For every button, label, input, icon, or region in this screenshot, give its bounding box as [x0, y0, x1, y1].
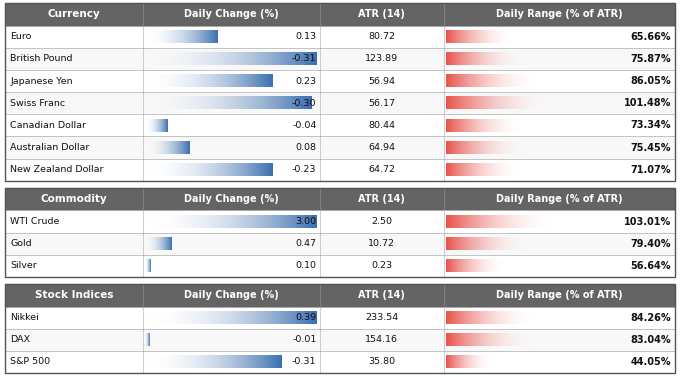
Text: 75.45%: 75.45% — [630, 143, 671, 153]
Text: WTI Crude: WTI Crude — [10, 217, 60, 226]
Bar — [5, 255, 675, 277]
Text: 123.89: 123.89 — [365, 55, 398, 64]
Text: 0.08: 0.08 — [296, 143, 316, 152]
Text: 79.40%: 79.40% — [630, 239, 671, 249]
Text: DAX: DAX — [10, 335, 31, 344]
Text: -0.04: -0.04 — [292, 121, 316, 130]
Text: Swiss Franc: Swiss Franc — [10, 99, 65, 108]
Text: British Pound: British Pound — [10, 55, 73, 64]
Text: Daily Range (% of ATR): Daily Range (% of ATR) — [496, 9, 622, 20]
Text: 0.13: 0.13 — [295, 32, 316, 41]
Text: 3.00: 3.00 — [295, 217, 316, 226]
Text: Daily Change (%): Daily Change (%) — [184, 194, 279, 204]
Text: 86.05%: 86.05% — [630, 76, 671, 86]
Text: Canadian Dollar: Canadian Dollar — [10, 121, 86, 130]
Bar — [5, 26, 675, 48]
Text: Silver: Silver — [10, 261, 37, 270]
Text: ATR (14): ATR (14) — [358, 194, 405, 204]
Text: -0.01: -0.01 — [292, 335, 316, 344]
Bar — [5, 159, 675, 181]
Text: S&P 500: S&P 500 — [10, 358, 50, 367]
Text: 44.05%: 44.05% — [630, 357, 671, 367]
Text: Daily Change (%): Daily Change (%) — [184, 9, 279, 20]
Text: 80.72: 80.72 — [369, 32, 395, 41]
Text: Nikkei: Nikkei — [10, 313, 39, 322]
Text: 154.16: 154.16 — [365, 335, 398, 344]
Bar — [5, 233, 675, 255]
Text: 84.26%: 84.26% — [630, 313, 671, 323]
Text: -0.30: -0.30 — [292, 99, 316, 108]
Text: 0.23: 0.23 — [371, 261, 392, 270]
Text: New Zealand Dollar: New Zealand Dollar — [10, 165, 103, 174]
Bar — [5, 70, 675, 92]
Bar — [5, 92, 675, 114]
Bar — [5, 188, 675, 277]
Text: 0.10: 0.10 — [296, 261, 316, 270]
Bar — [5, 284, 675, 373]
Text: 233.54: 233.54 — [365, 313, 398, 322]
Text: Stock Indices: Stock Indices — [35, 290, 114, 300]
Text: Currency: Currency — [48, 9, 101, 20]
Text: Daily Range (% of ATR): Daily Range (% of ATR) — [496, 290, 622, 300]
Text: 75.87%: 75.87% — [630, 54, 671, 64]
Text: 73.34%: 73.34% — [630, 120, 671, 130]
Bar — [5, 114, 675, 136]
Bar — [5, 329, 675, 351]
Bar — [5, 306, 675, 329]
Bar — [5, 136, 675, 159]
Bar — [5, 3, 675, 181]
Text: Japanese Yen: Japanese Yen — [10, 77, 73, 86]
Text: Daily Range (% of ATR): Daily Range (% of ATR) — [496, 194, 622, 204]
Bar — [5, 284, 675, 306]
Text: 64.94: 64.94 — [369, 143, 395, 152]
Text: 56.64%: 56.64% — [630, 261, 671, 271]
Text: ATR (14): ATR (14) — [358, 290, 405, 300]
Text: -0.31: -0.31 — [292, 55, 316, 64]
Text: 0.47: 0.47 — [296, 239, 316, 248]
Text: 56.17: 56.17 — [369, 99, 395, 108]
Bar — [5, 3, 675, 26]
Text: 0.23: 0.23 — [295, 77, 316, 86]
Text: Gold: Gold — [10, 239, 32, 248]
Text: Commodity: Commodity — [41, 194, 107, 204]
Text: Euro: Euro — [10, 32, 31, 41]
Text: 64.72: 64.72 — [369, 165, 395, 174]
Text: ATR (14): ATR (14) — [358, 9, 405, 20]
Text: 2.50: 2.50 — [371, 217, 392, 226]
Text: -0.23: -0.23 — [292, 165, 316, 174]
Bar — [5, 188, 675, 211]
Text: 0.39: 0.39 — [295, 313, 316, 322]
Text: Australian Dollar: Australian Dollar — [10, 143, 90, 152]
Text: 71.07%: 71.07% — [630, 165, 671, 175]
Text: 65.66%: 65.66% — [630, 32, 671, 42]
Text: Daily Change (%): Daily Change (%) — [184, 290, 279, 300]
Bar — [5, 351, 675, 373]
Text: 80.44: 80.44 — [369, 121, 395, 130]
Text: 101.48%: 101.48% — [624, 98, 671, 108]
Bar — [5, 211, 675, 233]
Bar — [5, 48, 675, 70]
Text: 103.01%: 103.01% — [624, 217, 671, 226]
Text: -0.31: -0.31 — [292, 358, 316, 367]
Text: 56.94: 56.94 — [369, 77, 395, 86]
Text: 83.04%: 83.04% — [630, 335, 671, 345]
Text: 10.72: 10.72 — [369, 239, 395, 248]
Text: 35.80: 35.80 — [369, 358, 395, 367]
